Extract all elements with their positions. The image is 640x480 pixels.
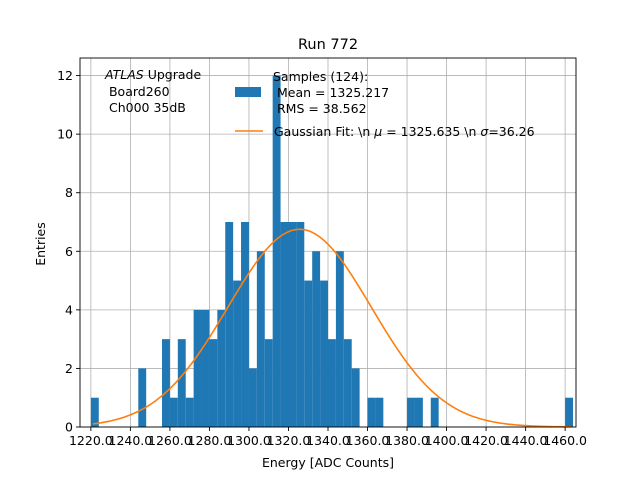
- annotation-line-3: Ch000 35dB: [105, 100, 186, 115]
- histogram-bar: [209, 339, 218, 427]
- gaussian-fit-curve: [92, 228, 572, 428]
- y-axis-label: Entries: [33, 222, 48, 266]
- y-tick-label: 6: [65, 244, 73, 259]
- x-tick-label: 1360.0: [346, 433, 390, 448]
- x-tick-label: 1420.0: [464, 433, 508, 448]
- histogram-bar: [407, 397, 415, 427]
- legend-samples-line: RMS = 38.562: [273, 101, 367, 116]
- histogram-bar: [430, 397, 439, 427]
- histogram-bar: [217, 309, 226, 427]
- histogram-bar: [185, 397, 194, 427]
- x-tick-label: 1440.0: [504, 433, 548, 448]
- histogram-bar: [375, 397, 384, 427]
- annotation-upgrade: Upgrade: [144, 67, 202, 82]
- y-tick-label: 12: [57, 68, 73, 83]
- histogram-bar: [264, 339, 273, 427]
- histogram-bar: [296, 222, 305, 427]
- x-tick-label: 1320.0: [267, 433, 311, 448]
- histogram-bar: [272, 75, 281, 428]
- histogram-bar: [288, 222, 297, 427]
- x-tick-label: 1460.0: [543, 433, 587, 448]
- histogram-bar: [193, 309, 202, 427]
- histogram-bar: [312, 251, 321, 427]
- histogram-bar: [367, 397, 376, 427]
- atlas-annotation: ATLAS Upgrade Board260 Ch000 35dB: [104, 67, 201, 115]
- histogram-bar: [304, 280, 313, 427]
- histogram-bar: [343, 339, 352, 427]
- x-tick-label: 1300.0: [227, 433, 271, 448]
- histogram-bar: [169, 397, 178, 427]
- histogram-bar: [248, 368, 257, 427]
- x-tick-label: 1260.0: [148, 433, 192, 448]
- x-tick-label: 1240.0: [109, 433, 153, 448]
- histogram-bar: [233, 280, 242, 427]
- y-tick-label: 4: [65, 302, 73, 317]
- histogram-bar: [256, 251, 265, 427]
- annotation-atlas: ATLAS: [104, 67, 144, 82]
- x-tick-label: 1400.0: [425, 433, 469, 448]
- legend-samples-line: Samples (124):: [273, 69, 368, 84]
- histogram-bar: [162, 339, 170, 427]
- gaussian-fit-curve-group: [92, 228, 572, 428]
- legend: Samples (124): Mean = 1325.217 RMS = 38.…: [235, 69, 535, 139]
- legend-label-fit: Gaussian Fit: \n μ = 1325.635 \n σ=36.26: [274, 124, 535, 139]
- x-tick-label: 1220.0: [69, 433, 113, 448]
- histogram-bar: [90, 397, 99, 427]
- x-axis-label: Energy [ADC Counts]: [262, 455, 394, 470]
- histogram-bar: [177, 339, 186, 427]
- y-tick-label: 8: [65, 185, 73, 200]
- histogram-bar: [241, 222, 249, 427]
- histogram-bar: [414, 397, 423, 427]
- histogram-bar: [280, 222, 289, 427]
- histogram-bar: [335, 251, 344, 427]
- histogram-bar: [351, 368, 360, 427]
- histogram-bar: [225, 222, 234, 427]
- histogram-bar: [201, 309, 210, 427]
- legend-label-samples: Samples (124): Mean = 1325.217 RMS = 38.…: [273, 69, 389, 116]
- x-tick-label: 1380.0: [385, 433, 429, 448]
- histogram-bar: [328, 339, 336, 427]
- y-tick-label: 2: [65, 361, 73, 376]
- legend-samples-line: Mean = 1325.217: [273, 85, 389, 100]
- x-tick-label: 1340.0: [306, 433, 350, 448]
- histogram-bar: [565, 397, 574, 427]
- histogram-bars: [90, 75, 574, 428]
- chart-title: Run 772: [298, 37, 358, 53]
- histogram-bar: [320, 280, 328, 427]
- y-axis-ticks: 0 2 4 6 8 10 12: [57, 68, 80, 435]
- annotation-line-2: Board260: [105, 84, 170, 99]
- x-tick-label: 1280.0: [188, 433, 232, 448]
- y-tick-label: 10: [57, 127, 73, 142]
- legend-swatch-samples: [235, 87, 261, 97]
- histogram-bar: [138, 368, 147, 427]
- annotation-line-1: ATLAS Upgrade: [104, 67, 201, 82]
- x-axis-ticks: 1220.01240.01260.01280.01300.01320.01340…: [69, 427, 587, 448]
- y-tick-label: 0: [65, 420, 73, 435]
